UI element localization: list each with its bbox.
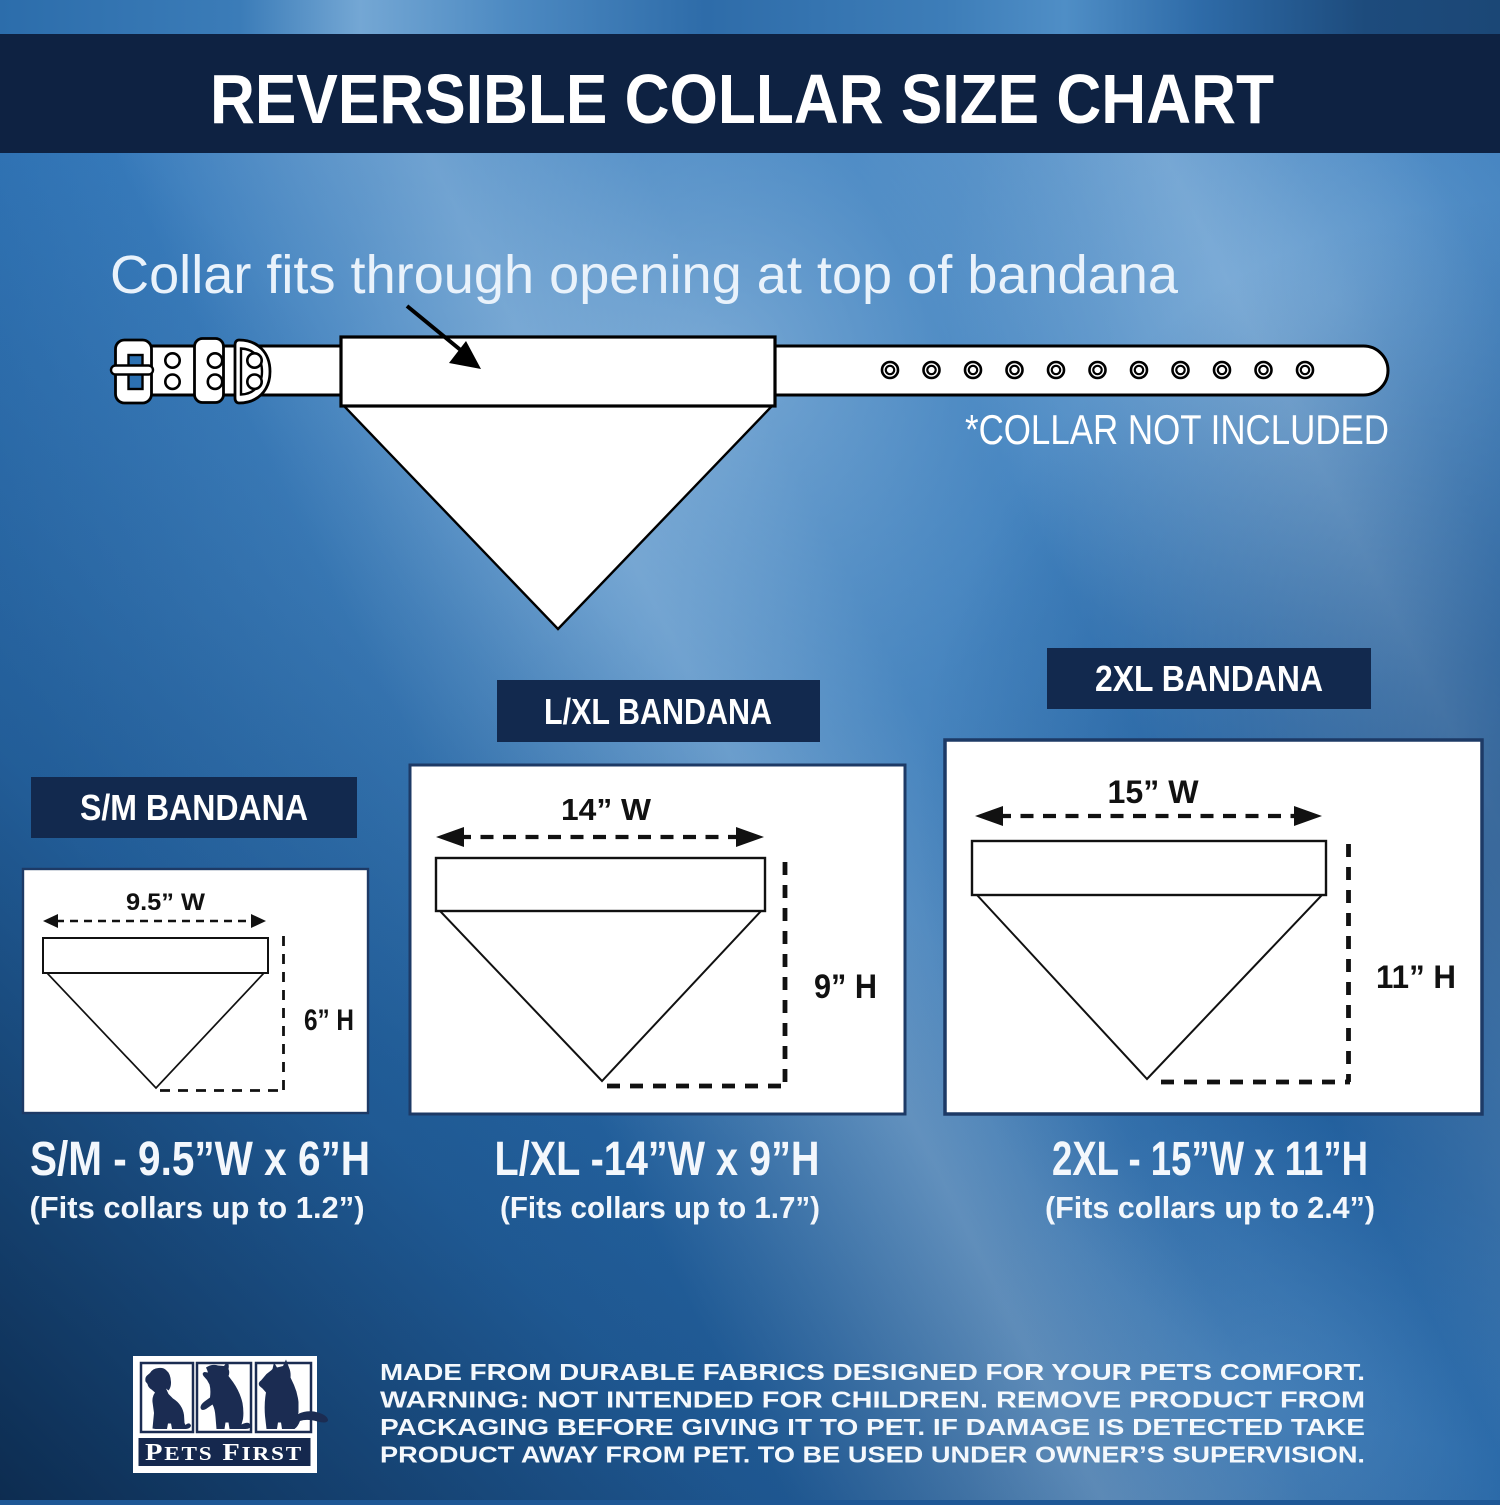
svg-text:Collar fits through opening at: Collar fits through opening at top of ba… [110, 245, 1179, 305]
svg-text:14” W: 14” W [561, 792, 652, 827]
svg-text:15” W: 15” W [1108, 774, 1200, 810]
svg-text:MADE FROM DURABLE FABRICS DESI: MADE FROM DURABLE FABRICS DESIGNED FOR Y… [380, 1359, 1365, 1385]
svg-text:2XL - 15”W x 11”H: 2XL - 15”W x 11”H [1052, 1133, 1368, 1186]
svg-text:9.5” W: 9.5” W [126, 889, 205, 916]
svg-text:L/XL -14”W x 9”H: L/XL -14”W x 9”H [495, 1133, 820, 1186]
svg-text:WARNING: NOT INTENDED FOR CHIL: WARNING: NOT INTENDED FOR CHILDREN. REMO… [380, 1387, 1365, 1413]
svg-text:PRODUCT AWAY FROM PET. TO BE U: PRODUCT AWAY FROM PET. TO BE USED UNDER … [380, 1442, 1365, 1468]
svg-text:(Fits collars up to 1.7”): (Fits collars up to 1.7”) [500, 1190, 820, 1225]
svg-text:6” H: 6” H [304, 1004, 354, 1037]
svg-text:(Fits collars up to 1.2”): (Fits collars up to 1.2”) [30, 1190, 365, 1225]
svg-text:11” H: 11” H [1376, 959, 1456, 995]
svg-text:9” H: 9” H [814, 968, 877, 1006]
svg-text:S/M BANDANA: S/M BANDANA [80, 787, 308, 828]
svg-text:PACKAGING BEFORE GIVING IT TO: PACKAGING BEFORE GIVING IT TO PET. IF DA… [380, 1414, 1365, 1440]
svg-text:REVERSIBLE COLLAR SIZE CHART: REVERSIBLE COLLAR SIZE CHART [210, 60, 1274, 138]
svg-text:2XL BANDANA: 2XL BANDANA [1095, 658, 1323, 699]
svg-text:(Fits collars up to 2.4”): (Fits collars up to 2.4”) [1045, 1190, 1375, 1225]
svg-text:*COLLAR NOT INCLUDED: *COLLAR NOT INCLUDED [965, 406, 1389, 453]
svg-text:S/M - 9.5”W x 6”H: S/M - 9.5”W x 6”H [30, 1133, 370, 1186]
svg-text:L/XL BANDANA: L/XL BANDANA [544, 691, 772, 732]
